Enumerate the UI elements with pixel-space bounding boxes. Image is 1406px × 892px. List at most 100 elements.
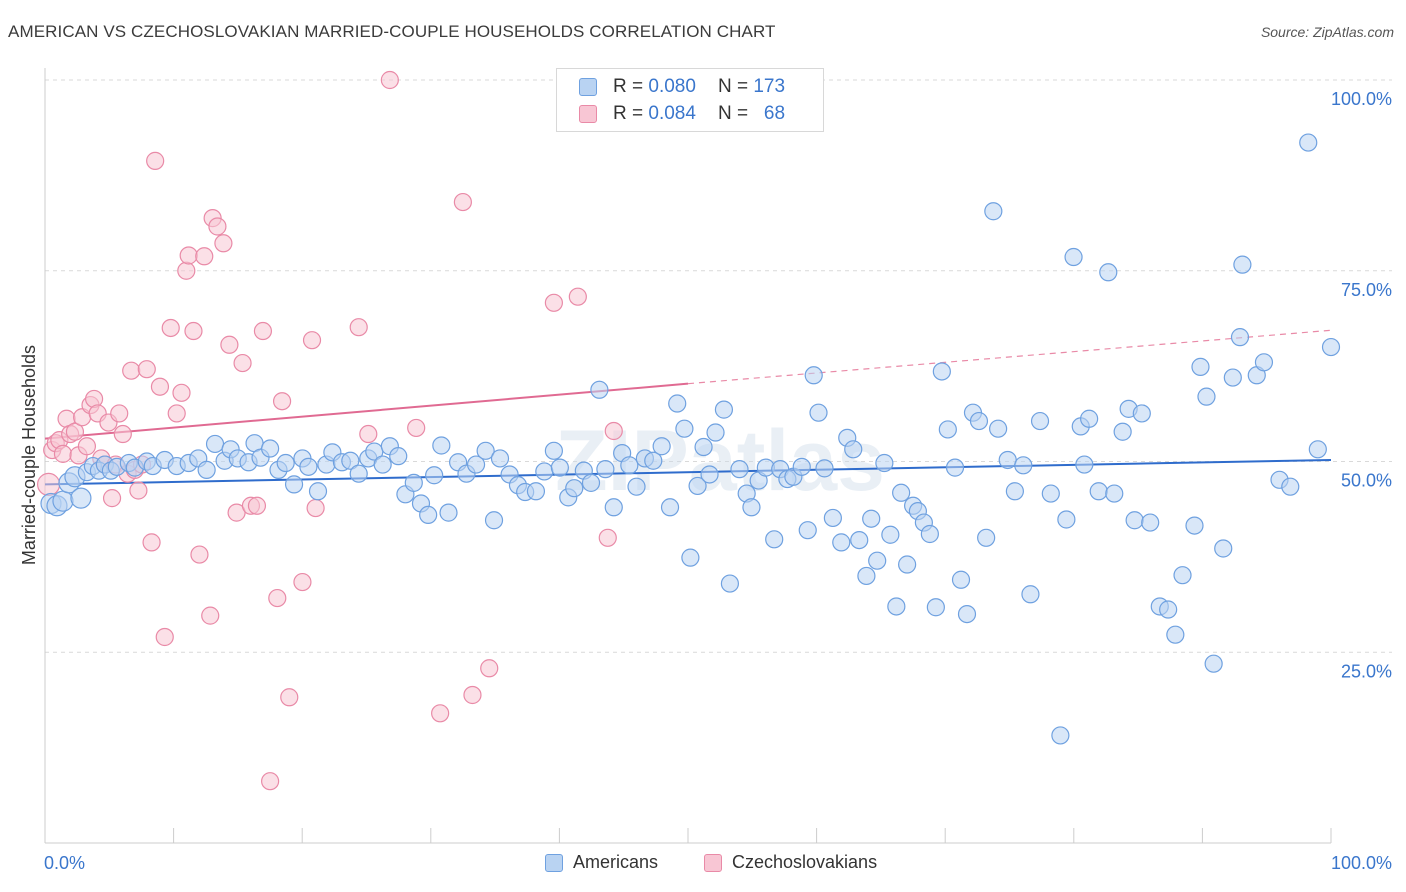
data-point[interactable]: [809, 403, 828, 422]
data-point[interactable]: [989, 419, 1008, 438]
data-point[interactable]: [675, 419, 694, 438]
data-point[interactable]: [155, 627, 174, 647]
data-point[interactable]: [714, 400, 734, 419]
data-point[interactable]: [419, 505, 438, 525]
data-point[interactable]: [590, 380, 609, 399]
legend-item-americans[interactable]: Americans: [545, 852, 658, 873]
data-point[interactable]: [951, 570, 971, 589]
data-point[interactable]: [280, 688, 299, 707]
data-point[interactable]: [604, 498, 623, 517]
data-point[interactable]: [857, 566, 876, 586]
data-point[interactable]: [1021, 585, 1040, 604]
data-point[interactable]: [1214, 539, 1233, 558]
data-point[interactable]: [137, 360, 156, 379]
data-point[interactable]: [122, 361, 141, 380]
data-point[interactable]: [1125, 511, 1144, 530]
data-point[interactable]: [302, 331, 322, 350]
data-point[interactable]: [142, 533, 161, 552]
data-point[interactable]: [660, 498, 680, 517]
data-point[interactable]: [146, 151, 165, 170]
data-point[interactable]: [36, 472, 61, 496]
data-point[interactable]: [306, 498, 325, 518]
data-point[interactable]: [1281, 477, 1300, 496]
data-point[interactable]: [604, 421, 623, 441]
data-point[interactable]: [1005, 482, 1024, 501]
data-point[interactable]: [349, 464, 368, 483]
data-point[interactable]: [887, 597, 906, 616]
data-point[interactable]: [1064, 247, 1083, 267]
data-point[interactable]: [1051, 726, 1070, 745]
data-point[interactable]: [1113, 422, 1132, 441]
data-point[interactable]: [720, 574, 740, 593]
data-point[interactable]: [65, 422, 85, 441]
data-point[interactable]: [208, 217, 227, 236]
data-point[interactable]: [892, 483, 911, 502]
data-point[interactable]: [52, 490, 74, 512]
data-point[interactable]: [53, 444, 73, 463]
data-point[interactable]: [627, 477, 646, 496]
data-point[interactable]: [150, 377, 170, 396]
data-point[interactable]: [1030, 411, 1050, 431]
data-point[interactable]: [214, 234, 233, 253]
data-point[interactable]: [1080, 409, 1099, 428]
data-point[interactable]: [1057, 510, 1076, 529]
data-point[interactable]: [201, 606, 220, 625]
data-point[interactable]: [1230, 328, 1250, 347]
data-point[interactable]: [1173, 566, 1192, 585]
data-point[interactable]: [868, 551, 887, 570]
data-point[interactable]: [205, 434, 225, 454]
data-point[interactable]: [957, 604, 977, 624]
data-point[interactable]: [620, 456, 639, 475]
data-point[interactable]: [172, 383, 191, 402]
data-point[interactable]: [197, 460, 216, 479]
data-point[interactable]: [268, 588, 287, 608]
data-point[interactable]: [1185, 516, 1204, 535]
data-point[interactable]: [526, 482, 546, 501]
data-point[interactable]: [1321, 337, 1341, 357]
data-point[interactable]: [565, 479, 584, 498]
data-point[interactable]: [875, 453, 894, 473]
data-point[interactable]: [380, 70, 399, 90]
data-point[interactable]: [161, 318, 180, 338]
data-point[interactable]: [1159, 600, 1178, 619]
data-point[interactable]: [844, 440, 863, 459]
data-point[interactable]: [1075, 455, 1094, 474]
data-point[interactable]: [932, 362, 951, 381]
data-point[interactable]: [1191, 357, 1210, 376]
data-point[interactable]: [1141, 513, 1160, 532]
data-point[interactable]: [453, 192, 472, 212]
data-point[interactable]: [167, 404, 186, 423]
data-point[interactable]: [881, 525, 900, 544]
data-point[interactable]: [596, 460, 615, 479]
data-point[interactable]: [177, 261, 196, 280]
data-point[interactable]: [1041, 484, 1060, 503]
data-point[interactable]: [425, 466, 444, 485]
legend-item-czechoslovakians[interactable]: Czechoslovakians: [704, 852, 877, 873]
data-point[interactable]: [581, 473, 601, 492]
data-point[interactable]: [490, 449, 510, 468]
data-point[interactable]: [688, 476, 707, 496]
data-point[interactable]: [190, 545, 209, 564]
data-point[interactable]: [804, 366, 823, 385]
data-point[interactable]: [544, 293, 563, 312]
data-point[interactable]: [184, 321, 203, 341]
data-point[interactable]: [220, 335, 239, 354]
data-point[interactable]: [681, 548, 700, 567]
data-point[interactable]: [984, 202, 1003, 221]
data-point[interactable]: [233, 353, 252, 373]
data-point[interactable]: [706, 423, 725, 442]
data-point[interactable]: [1105, 484, 1124, 503]
data-point[interactable]: [110, 404, 129, 423]
data-point[interactable]: [898, 555, 917, 574]
data-point[interactable]: [969, 411, 989, 431]
data-point[interactable]: [832, 533, 851, 552]
data-point[interactable]: [284, 475, 304, 494]
data-point[interactable]: [247, 496, 267, 515]
data-point[interactable]: [1099, 263, 1118, 282]
data-point[interactable]: [261, 439, 280, 458]
data-point[interactable]: [1204, 654, 1223, 673]
data-point[interactable]: [77, 437, 97, 456]
data-point[interactable]: [862, 509, 881, 528]
data-point[interactable]: [463, 685, 482, 705]
data-point[interactable]: [407, 418, 426, 438]
